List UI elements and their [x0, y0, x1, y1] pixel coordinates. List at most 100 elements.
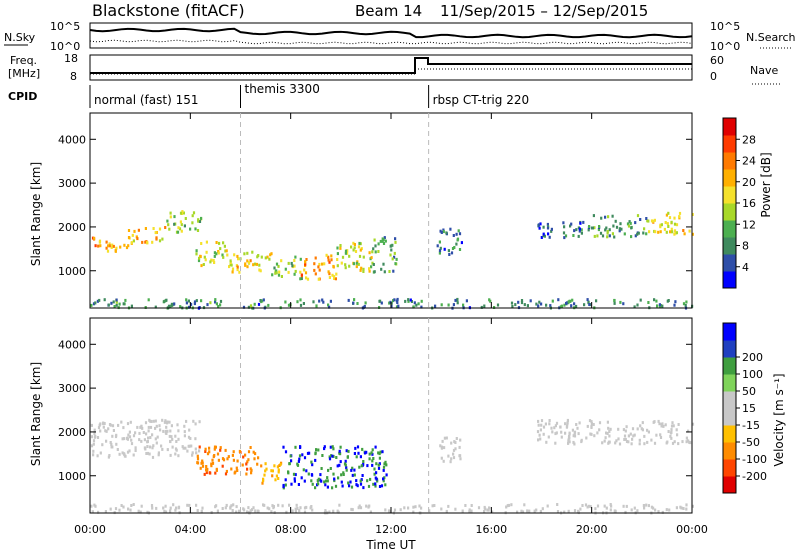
scatter-cell — [370, 256, 373, 260]
scatter-cell — [208, 450, 211, 454]
scatter-cell — [144, 421, 148, 425]
scatter-cell — [213, 251, 216, 255]
scatter-cell — [445, 436, 448, 440]
scatter-cell — [629, 221, 632, 225]
scatter-cell — [161, 447, 164, 451]
scatter-cell — [164, 504, 167, 508]
scatter-cell — [183, 224, 186, 228]
scatter-cell — [229, 261, 232, 264]
scatter-cell — [195, 451, 198, 455]
scatter-cell — [115, 298, 118, 302]
scatter-cell — [636, 214, 640, 218]
scatter-cell — [613, 298, 616, 302]
scatter-cell — [123, 454, 126, 458]
scatter-cell — [305, 469, 308, 473]
scatter-cell — [617, 427, 620, 431]
scatter-cell — [107, 303, 110, 307]
scatter-cell — [148, 445, 152, 449]
scatter-cell — [587, 300, 590, 304]
scatter-cell — [598, 225, 601, 228]
scatter-cell — [266, 255, 269, 259]
scatter-cell — [628, 220, 631, 224]
scatter-cell — [192, 211, 196, 215]
scatter-cell — [357, 506, 360, 510]
colorbar-tick-label: 50 — [742, 385, 756, 398]
scatter-cell — [328, 272, 331, 276]
scatter-cell — [151, 240, 154, 244]
scatter-cell — [96, 436, 100, 439]
scatter-cell — [109, 441, 112, 444]
scatter-cell — [393, 298, 396, 302]
scatter-cell — [317, 265, 320, 269]
scatter-cell — [390, 301, 393, 305]
scatter-cell — [247, 506, 250, 510]
scatter-cell — [300, 273, 303, 277]
scatter-cell — [112, 300, 115, 304]
scatter-cell — [294, 509, 297, 513]
scatter-cell — [325, 479, 328, 483]
scatter-cell — [262, 477, 265, 481]
scatter-cell — [303, 268, 306, 272]
velocity-yticks: 1000 2000 3000 4000 — [58, 338, 692, 483]
scatter-cell — [191, 453, 194, 457]
scatter-cell — [383, 236, 386, 240]
scatter-cell — [670, 436, 673, 440]
scatter-cell — [126, 450, 130, 454]
scatter-cell — [610, 504, 613, 508]
scatter-cell — [335, 272, 338, 276]
scatter-cell — [137, 228, 140, 232]
scatter-cell — [270, 252, 273, 256]
scatter-cell — [378, 452, 381, 456]
scatter-cell — [630, 508, 633, 512]
scatter-cell — [90, 423, 93, 427]
scatter-cell — [274, 478, 277, 482]
scatter-cell — [268, 257, 271, 261]
scatter-cell — [90, 444, 94, 448]
scatter-cell — [249, 446, 252, 449]
scatter-cell — [650, 219, 654, 223]
scatter-cell — [373, 238, 376, 242]
scatter-cell — [550, 426, 553, 430]
scatter-cell — [313, 268, 316, 272]
scatter-cell — [125, 246, 129, 250]
scatter-cell — [550, 229, 553, 233]
scatter-cell — [389, 244, 392, 248]
scatter-cell — [351, 508, 354, 512]
scatter-cell — [355, 455, 358, 459]
scatter-cell — [114, 248, 117, 252]
scatter-cell — [274, 271, 277, 275]
scatter-cell — [339, 246, 342, 250]
scatter-cell — [624, 429, 627, 433]
cpid-segment-0: normal (fast) 151 — [94, 93, 198, 107]
scatter-cell — [245, 462, 248, 466]
scatter-cell — [396, 297, 399, 301]
scatter-cell — [533, 509, 536, 513]
scatter-cell — [110, 246, 113, 249]
scatter-cell — [353, 298, 356, 302]
scatter-cell — [118, 452, 121, 456]
scatter-cell — [188, 428, 191, 432]
scatter-cell — [566, 301, 569, 305]
scatter-cell — [553, 426, 556, 430]
scatter-cell — [560, 304, 563, 308]
scatter-cell — [273, 464, 276, 468]
scatter-cell — [311, 482, 314, 486]
colorbar-tick-label: 16 — [742, 197, 756, 210]
scatter-cell — [208, 446, 211, 450]
scatter-cell — [325, 253, 328, 257]
scatter-cell — [212, 455, 215, 459]
scatter-cell — [265, 467, 268, 471]
scatter-cell — [176, 230, 180, 234]
scatter-cell — [608, 234, 611, 238]
scatter-cell — [609, 508, 612, 512]
scatter-cell — [665, 213, 668, 217]
scatter-cell — [99, 422, 102, 426]
scatter-cell — [436, 244, 439, 248]
scatter-cell — [351, 473, 354, 477]
scatter-cell — [217, 458, 220, 462]
scatter-cell — [93, 236, 96, 240]
scatter-cell — [675, 223, 679, 227]
scatter-cell — [146, 445, 149, 448]
scatter-cell — [483, 509, 486, 513]
scatter-cell — [247, 261, 251, 264]
